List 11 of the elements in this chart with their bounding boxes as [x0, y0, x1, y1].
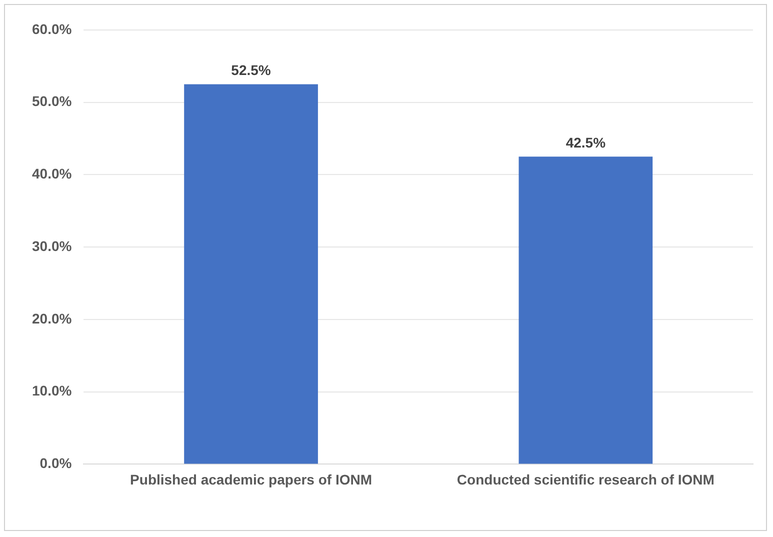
data-label: 42.5% [566, 134, 606, 150]
y-tick-label: 60.0% [32, 20, 72, 37]
x-tick-label: Conducted scientific research of IONM [456, 471, 714, 488]
y-tick-label: 10.0% [32, 382, 72, 399]
data-label: 52.5% [231, 62, 272, 78]
y-tick-label: 40.0% [32, 166, 72, 182]
y-tick-label: 20.0% [32, 310, 72, 326]
y-tick-label: 50.0% [32, 93, 72, 110]
y-tick-label: 0.0% [40, 455, 72, 472]
x-tick-label: Published academic papers of IONM [130, 471, 372, 488]
y-tick-label: 30.0% [32, 238, 72, 254]
